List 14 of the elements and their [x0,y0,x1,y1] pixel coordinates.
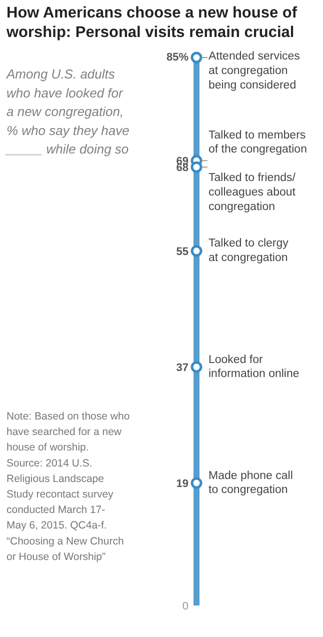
data-label: 19 [176,478,189,490]
category-label: Talked to members of the congregation [208,129,307,156]
category-label: Attended services at congregation being considered [208,50,300,92]
category-label: Talked to friends/ colleagues about congregation [208,172,296,213]
data-label: 37 [176,362,189,374]
text: 0 [182,600,189,612]
text: Note: Based on those who have searched for a new house of worship. Source: 2014 U.S. Religious Landscape Study recontact survey conducted March 17- May 6, 2015. QC4a-f. “Choosing a New Church or House of Worship” [6,410,130,563]
data-label: 55 [176,246,189,258]
category-label: Made phone call to congregation [208,470,293,496]
data-label: 85% [166,52,189,64]
text: How Americans choose a new house of worship: Personal visits remain crucial [6,4,298,42]
text: Among U.S. adults who have looked for a new congregation, % who say they have _____ while doing so [4,66,130,156]
category-label: Talked to clergy at congregation [208,238,289,264]
category-label: Looked for information online [208,354,300,380]
